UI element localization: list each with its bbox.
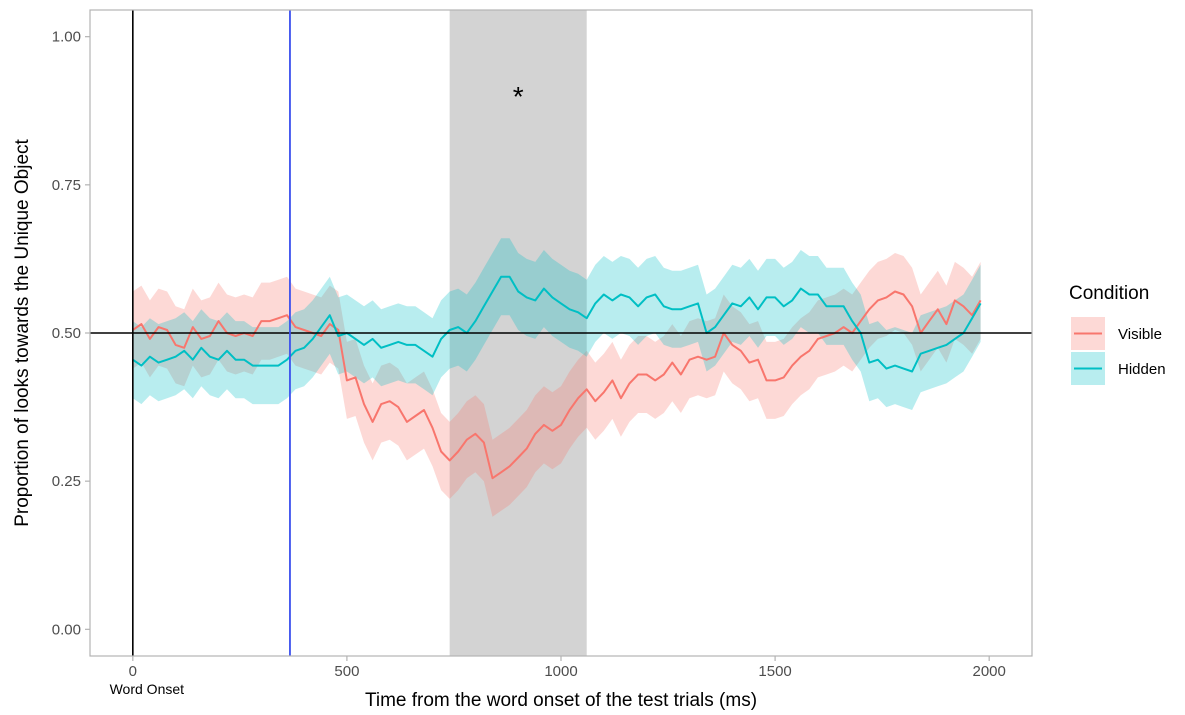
x-tick-label: 0 xyxy=(129,663,137,680)
x-tick-label: 500 xyxy=(334,663,359,680)
legend: Condition Visible Hidden xyxy=(1069,283,1166,385)
y-axis-title: Proportion of looks towards the Unique O… xyxy=(12,138,33,526)
word-onset-label: Word Onset xyxy=(110,681,185,697)
legend-label-visible: Visible xyxy=(1118,326,1162,343)
y-tick-label: 1.00 xyxy=(52,29,81,46)
series-line-visible xyxy=(132,290,982,480)
y-tick-label: 0.50 xyxy=(52,325,81,342)
significance-asterisk: * xyxy=(513,81,524,112)
y-tick-label: 0.75 xyxy=(52,177,81,194)
ribbon-visible xyxy=(132,253,981,517)
series-line-hidden xyxy=(132,275,982,373)
x-tick-label: 2000 xyxy=(972,663,1005,680)
y-tick-label: 0.00 xyxy=(52,621,81,638)
legend-item-visible: Visible xyxy=(1071,317,1162,350)
legend-label-hidden: Hidden xyxy=(1118,361,1166,378)
x-axis-title: Time from the word onset of the test tri… xyxy=(365,690,757,711)
legend-title: Condition xyxy=(1069,283,1149,304)
legend-item-hidden: Hidden xyxy=(1071,352,1166,385)
x-tick-label: 1000 xyxy=(544,663,577,680)
x-tick-label: 1500 xyxy=(758,663,791,680)
y-tick-label: 0.25 xyxy=(52,473,81,490)
